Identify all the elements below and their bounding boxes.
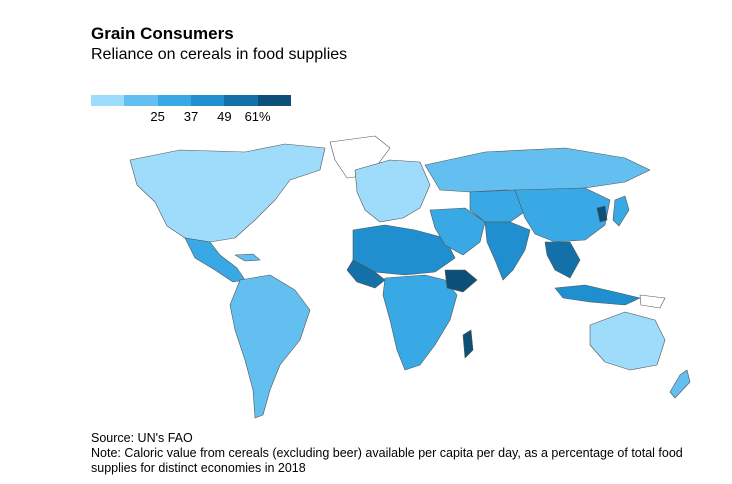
region-south-america bbox=[229, 274, 311, 419]
chart-title: Grain Consumers bbox=[91, 24, 234, 43]
footer: Source: UN's FAO Note: Caloric value fro… bbox=[91, 431, 716, 476]
region-horn-of-africa bbox=[444, 269, 478, 293]
legend-swatch-4 bbox=[190, 95, 225, 106]
chart-subtitle: Reliance on cereals in food supplies bbox=[91, 46, 348, 63]
region-north-asia bbox=[424, 147, 651, 193]
legend-label-49: 49 bbox=[217, 109, 232, 124]
region-japan bbox=[612, 195, 630, 227]
region-papua-new-guinea bbox=[639, 294, 666, 309]
region-central-southern-africa bbox=[382, 274, 458, 371]
region-south-asia bbox=[484, 221, 531, 281]
methodology-note: Note: Caloric value from cereals (exclud… bbox=[91, 446, 683, 475]
region-europe bbox=[354, 159, 431, 223]
region-west-africa bbox=[346, 259, 386, 289]
legend-label-37: 37 bbox=[183, 109, 199, 124]
region-middle-east bbox=[429, 207, 486, 256]
source-note: Source: UN's FAO bbox=[91, 431, 193, 445]
region-east-asia bbox=[514, 187, 611, 243]
region-maritime-southeast-asia bbox=[554, 284, 641, 306]
legend-label-25: 25 bbox=[150, 109, 165, 124]
color-legend: 25 37 49 61% bbox=[91, 95, 291, 125]
legend-label-61: 61% bbox=[244, 109, 271, 124]
legend-swatch-3 bbox=[157, 95, 191, 106]
region-madagascar bbox=[462, 329, 474, 359]
region-central-america bbox=[184, 237, 246, 283]
region-north-america bbox=[129, 143, 326, 243]
legend-swatch-1 bbox=[91, 95, 125, 106]
legend-labels: 25 37 49 61% bbox=[91, 109, 291, 125]
region-korea bbox=[596, 205, 608, 223]
legend-swatch-5 bbox=[224, 95, 258, 106]
region-australia bbox=[589, 311, 666, 371]
legend-color-scale bbox=[91, 95, 291, 106]
region-southeast-asia bbox=[544, 241, 581, 279]
world-choropleth-map bbox=[129, 135, 691, 419]
region-caribbean bbox=[234, 253, 261, 262]
legend-swatch-2 bbox=[124, 95, 158, 106]
region-new-zealand bbox=[669, 369, 691, 399]
legend-swatch-6 bbox=[257, 95, 291, 106]
